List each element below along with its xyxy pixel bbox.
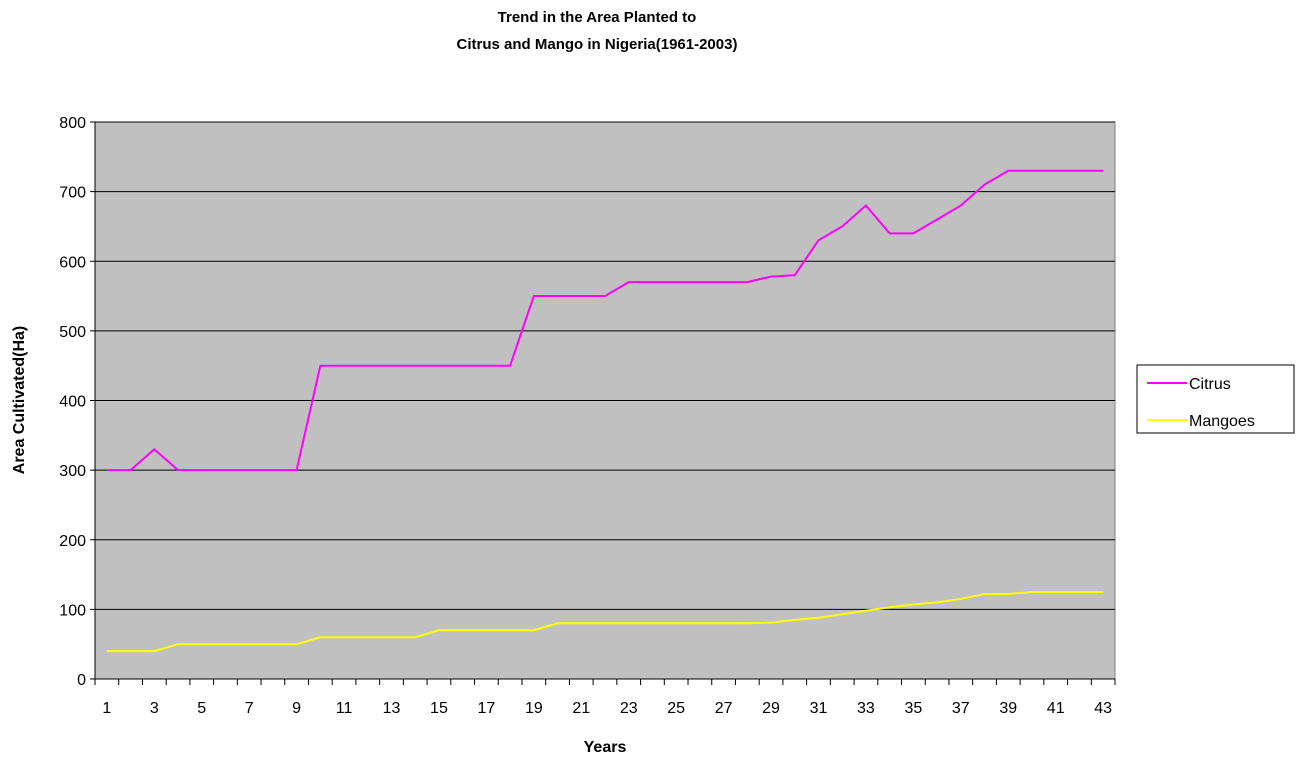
y-axis-ticks: 0 100 200 300 400 500 600 700 800 xyxy=(59,115,95,689)
x-axis-title: Years xyxy=(584,739,627,756)
y-tick-label: 0 xyxy=(77,672,86,689)
y-tick-label: 400 xyxy=(59,394,86,411)
x-tick-label: 35 xyxy=(904,700,922,717)
series-line-mangoes xyxy=(106,590,1104,653)
legend: Citrus Mangoes xyxy=(1147,376,1255,430)
x-tick-label: 11 xyxy=(336,700,353,717)
x-tick-label: 41 xyxy=(1047,700,1065,717)
x-tick-label: 25 xyxy=(667,700,685,717)
x-tick-label: 33 xyxy=(857,700,875,717)
series-line-citrus xyxy=(106,169,1104,472)
x-tick-label: 29 xyxy=(762,700,780,717)
y-tick-label: 300 xyxy=(59,463,86,480)
y-tick-label: 500 xyxy=(59,324,86,341)
x-tick-label: 39 xyxy=(999,700,1017,717)
legend-box xyxy=(1136,364,1295,434)
x-tick-label: 9 xyxy=(292,700,301,717)
legend-label-citrus: Citrus xyxy=(1189,376,1231,393)
x-tick-label: 27 xyxy=(715,700,733,717)
x-axis-ticks: 1 3 5 7 9 11 13 15 17 19 21 23 25 27 29 31 33 35 37 39 41 43 xyxy=(94,679,1116,717)
chart-title-line-2: Citrus and Mango in Nigeria(1961-2003) xyxy=(457,36,738,53)
x-tick-label: 5 xyxy=(197,700,206,717)
x-tick-label: 23 xyxy=(620,700,638,717)
x-tick-label: 7 xyxy=(245,700,254,717)
y-tick-label: 600 xyxy=(59,254,86,271)
x-tick-label: 1 xyxy=(102,700,111,717)
x-tick-label: 43 xyxy=(1094,700,1112,717)
x-tick-label: 19 xyxy=(525,700,543,717)
x-tick-label: 3 xyxy=(150,700,159,717)
x-tick-label: 17 xyxy=(477,700,495,717)
x-tick-label: 15 xyxy=(430,700,448,717)
x-tick-label: 31 xyxy=(810,700,828,717)
y-tick-label: 200 xyxy=(59,533,86,550)
y-tick-label: 800 xyxy=(59,115,86,132)
y-axis-title: Area Cultivated(Ha) xyxy=(11,326,28,474)
x-tick-label: 21 xyxy=(572,700,590,717)
y-tick-label: 700 xyxy=(59,185,86,202)
chart-title-line-1: Trend in the Area Planted to xyxy=(498,9,697,26)
legend-label-mangoes: Mangoes xyxy=(1189,413,1255,430)
x-tick-label: 13 xyxy=(383,700,401,717)
series-lines xyxy=(106,169,1104,653)
gridlines xyxy=(95,121,1115,610)
y-tick-label: 100 xyxy=(59,602,86,619)
x-tick-label: 37 xyxy=(952,700,970,717)
